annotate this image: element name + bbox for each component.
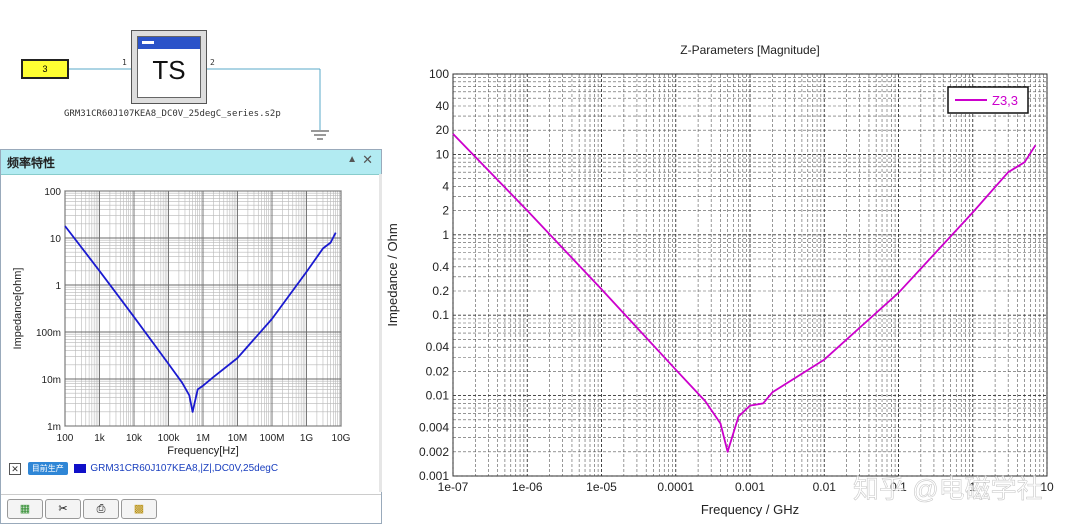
x-tick-label: 0.0001	[657, 480, 694, 494]
legend-box	[947, 86, 1029, 114]
y-tick-label: 0.01	[426, 389, 450, 403]
y-tick-label: 0.001	[419, 469, 449, 483]
y-tick-label: 10	[50, 234, 62, 245]
series-line	[64, 225, 337, 413]
schematic-wires	[69, 68, 329, 140]
collapse-icon[interactable]: ▲	[347, 154, 357, 165]
y-tick-label: 10m	[42, 375, 61, 386]
y-axis-label: Impedance[ohm]	[12, 268, 24, 350]
panel-title: 频率特性	[7, 156, 56, 170]
x-axis-label: Frequency / GHz	[701, 502, 799, 517]
y-tick-label: 20	[436, 123, 450, 137]
production-status-badge: 目前生产	[27, 462, 68, 475]
port-3-terminal[interactable]: 3	[21, 59, 69, 79]
print-button[interactable]: ⎙	[83, 499, 119, 519]
y-tick-label: 0.2	[432, 284, 449, 298]
block-label: TS	[152, 55, 186, 85]
legend-label: Z3,3	[992, 93, 1018, 108]
chart-export-icon: ▦	[19, 503, 31, 515]
x-tick-label: 1k	[94, 433, 106, 444]
y-tick-label: 1	[55, 281, 61, 292]
panel-header: 频率特性 ▲ ✕	[1, 150, 381, 175]
x-tick-label: 10	[1040, 480, 1054, 494]
port-label: 3	[42, 64, 48, 74]
legend-color-swatch	[73, 464, 86, 473]
x-tick-label: 0.1	[890, 480, 907, 494]
x-tick-label: 1e-07	[438, 480, 469, 494]
chart-export-button[interactable]: ▦	[7, 499, 43, 519]
y-tick-label: 40	[436, 99, 450, 113]
x-tick-label: 10G	[332, 433, 351, 444]
image-save-icon: ▩	[133, 503, 145, 515]
print-icon: ⎙	[96, 503, 106, 515]
watermark-text: 知乎 @电磁学社	[853, 474, 1043, 504]
y-tick-label: 10	[436, 147, 450, 161]
chart-title: Z-Parameters [Magnitude]	[680, 43, 819, 57]
legend-series-label: GRM31CR60J107KEA8,|Z|,DC0V,25degC	[90, 463, 279, 475]
x-tick-label: 0.01	[813, 480, 837, 494]
y-tick-label: 0.4	[432, 260, 449, 274]
x-tick-label: 1G	[300, 433, 314, 444]
x-tick-label: 1e-06	[512, 480, 543, 494]
x-tick-label: 10M	[228, 433, 247, 444]
y-tick-label: 100	[429, 67, 449, 81]
x-tick-label: 10k	[126, 433, 143, 444]
y-tick-label: 4	[442, 179, 449, 193]
x-tick-label: 0.001	[735, 480, 765, 494]
x-axis-label: Frequency[Hz]	[167, 445, 239, 457]
s2p-file-name: GRM31CR60J107KEA8_DC0V_25degC_series.s2p	[64, 109, 281, 119]
settings-button[interactable]: ✂	[45, 499, 81, 519]
pin-1-label: 1	[122, 58, 127, 67]
touchstone-block[interactable]: TS	[131, 30, 207, 104]
impedance-chart-left: 100 1k 10k 100k 1M 10M 100M 1G 10G 100 10 1 100m 10m 1…	[12, 187, 351, 457]
legend-row: ✕ 目前生产 GRM31CR60J107KEA8,|Z|,DC0V,25degC	[9, 462, 278, 475]
wrench-icon: ✂	[58, 503, 68, 515]
series-line	[452, 133, 1037, 453]
legend-checkbox[interactable]: ✕	[9, 462, 21, 475]
x-tick-label: 100	[57, 433, 74, 444]
panel-toolbar: ▦ ✂ ⎙ ▩	[1, 494, 381, 523]
x-tick-label: 1M	[196, 433, 210, 444]
x-tick-label: 1	[969, 480, 976, 494]
y-tick-label: 100	[44, 187, 61, 198]
x-tick-label: 100k	[158, 433, 181, 444]
y-tick-label: 0.02	[426, 364, 450, 378]
y-tick-label: 100m	[36, 328, 61, 339]
y-tick-label: 2	[442, 204, 449, 218]
x-tick-label: 100M	[259, 433, 284, 444]
z-parameters-chart: 1e-07 1e-06 1e-05 0.0001 0.001 0.01 0.1 1 10 100 4…	[385, 43, 1054, 517]
close-icon[interactable]: ✕	[362, 152, 373, 167]
y-tick-label: 0.1	[432, 308, 449, 322]
y-tick-label: 1m	[47, 422, 61, 433]
block-titlebar	[138, 37, 200, 49]
y-tick-label: 0.04	[426, 340, 450, 354]
y-tick-label: 0.002	[419, 445, 449, 459]
y-tick-label: 0.004	[419, 421, 449, 435]
save-image-button[interactable]: ▩	[121, 499, 157, 519]
pin-2-label: 2	[210, 58, 215, 67]
x-tick-label: 1e-05	[586, 480, 617, 494]
panel-scrollbar[interactable]	[379, 174, 382, 492]
y-tick-label: 1	[442, 228, 449, 242]
frequency-characteristics-panel: 频率特性 ▲ ✕ 100 1k 10k 100k 1M 10M 100M 1G 10G 100 10…	[0, 149, 382, 524]
y-axis-label: Impedance / Ohm	[385, 223, 400, 326]
